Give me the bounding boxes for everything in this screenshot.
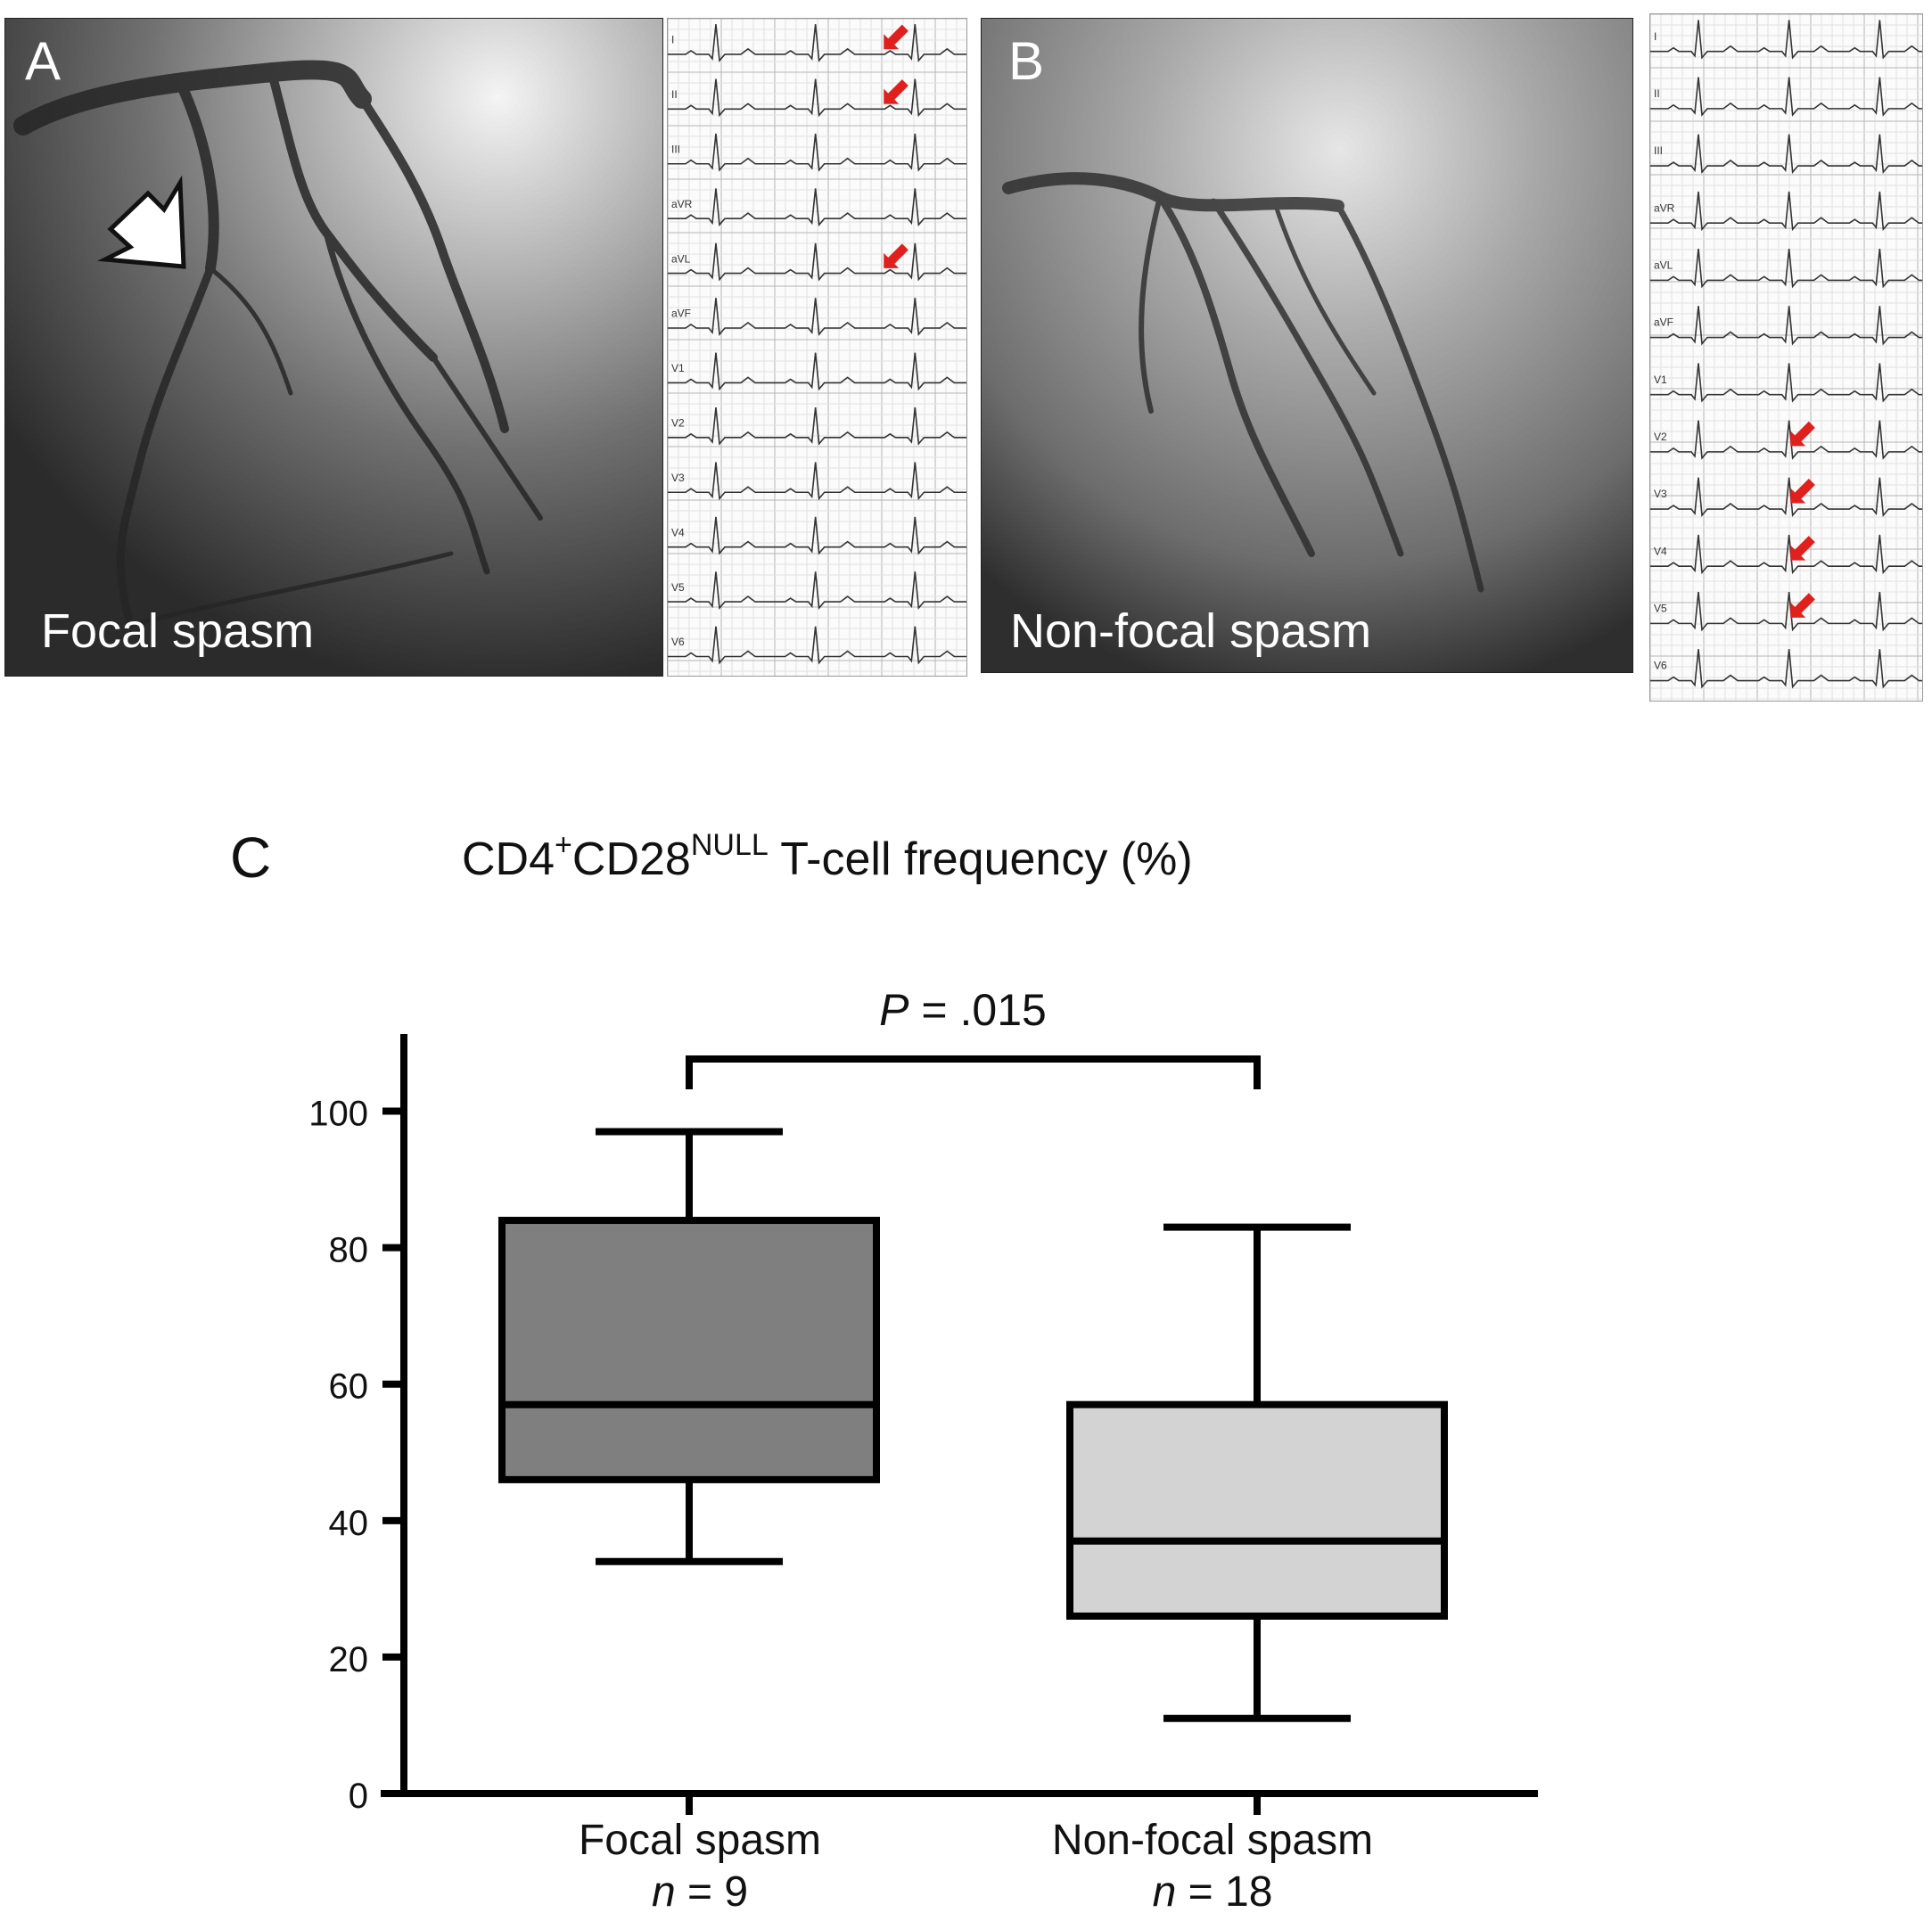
ecg-trace-V1 xyxy=(668,352,966,391)
ecg-lead-label: V3 xyxy=(1654,488,1667,500)
panel-a-caption: Focal spasm xyxy=(41,604,315,658)
y-tick-label: 40 xyxy=(329,1504,369,1543)
ecg-lead-label: I xyxy=(1654,30,1657,43)
x-tick-label: Non-focal spasm xyxy=(1052,1817,1373,1864)
ecg-trace-II xyxy=(668,78,966,118)
ecg-lead-label: aVR xyxy=(1654,201,1675,214)
n-label: n = 9 xyxy=(652,1868,748,1916)
ecg-trace-aVL xyxy=(1650,249,1922,289)
iqr-box xyxy=(498,1217,880,1483)
ecg-lead-label: V6 xyxy=(1654,660,1667,672)
box-nonfocal xyxy=(1066,1223,1448,1722)
ecg-lead-label: aVL xyxy=(671,252,691,265)
ecg-trace-aVR xyxy=(1650,191,1922,232)
ecg-panel-b: I II III aVR aVL aVF V1 V2 V3 V4 V5 V6 xyxy=(1649,13,1923,702)
ecg-lead-label: aVL xyxy=(1654,259,1673,272)
ecg-trace-II xyxy=(1650,77,1922,117)
box-focal xyxy=(498,1128,880,1565)
ecg-lead-label: aVF xyxy=(1654,316,1673,329)
y-tick-label: 20 xyxy=(329,1640,369,1679)
ecg-lead-label: V4 xyxy=(671,526,685,538)
red-arrow-icon xyxy=(1790,593,1815,618)
y-tick-label: 60 xyxy=(329,1367,369,1407)
red-arrow-icon xyxy=(1790,421,1815,447)
significance-bracket xyxy=(686,1055,1261,1089)
chart-title-part: CD4 xyxy=(462,833,555,885)
ecg-trace-III xyxy=(668,133,966,172)
ecg-trace-aVL xyxy=(668,242,966,282)
ecg-trace-V3 xyxy=(1650,477,1922,517)
chart-title: CD4+CD28NULL T-cell frequency (%) xyxy=(462,830,1193,885)
white-arrow-icon xyxy=(97,175,186,269)
angiogram-panel-b: B Non-focal spasm xyxy=(981,18,1633,673)
panel-b-caption: Non-focal spasm xyxy=(1010,604,1372,658)
ecg-lead-label: V5 xyxy=(671,581,685,594)
ecg-trace-V5 xyxy=(668,571,966,611)
ecg-lead-label: V4 xyxy=(1654,545,1667,557)
red-arrow-icon xyxy=(1790,478,1815,504)
ecg-lead-label: aVR xyxy=(671,198,693,210)
ecg-trace-V4 xyxy=(668,516,966,555)
angiogram-panel-a: A Focal spasm xyxy=(4,18,663,677)
ecg-trace-V2 xyxy=(1650,420,1922,460)
iqr-box xyxy=(1066,1400,1448,1620)
chart-title-sup: NULL xyxy=(690,828,769,862)
panel-b-letter: B xyxy=(1008,31,1045,91)
ecg-lead-label: V1 xyxy=(671,362,685,374)
panel-c-letter: C xyxy=(230,825,272,890)
ecg-lead-label: V6 xyxy=(671,636,685,648)
y-tick-label: 80 xyxy=(329,1231,369,1270)
panel-a-letter: A xyxy=(25,31,62,91)
red-arrow-icon xyxy=(884,243,908,268)
ecg-panel-a: I II III aVR aVL aVF V1 V2 V3 V4 V5 V6 xyxy=(667,18,967,677)
ecg-lead-label: aVF xyxy=(671,308,691,320)
angiogram-a-image xyxy=(5,19,662,676)
ecg-trace-aVR xyxy=(668,188,966,227)
ecg-trace-aVF xyxy=(1650,306,1922,346)
ecg-lead-label: II xyxy=(1654,87,1660,100)
ecg-trace-V6 xyxy=(668,626,966,665)
ecg-trace-V1 xyxy=(1650,363,1922,403)
ecg-lead-label: V2 xyxy=(671,417,685,430)
ecg-trace-I xyxy=(668,24,966,62)
red-arrow-icon xyxy=(1790,536,1815,561)
chart-title-part: T-cell frequency (%) xyxy=(768,833,1193,885)
ecg-lead-label: I xyxy=(671,34,674,46)
angiogram-b-image xyxy=(982,19,1632,672)
ecg-lead-label: V3 xyxy=(671,472,685,484)
ecg-grid xyxy=(1650,14,1922,701)
x-tick-label: Focal spasm xyxy=(579,1817,821,1864)
red-arrow-icon xyxy=(884,24,908,50)
p-value-label: P = .015 xyxy=(879,985,1047,1035)
ecg-lead-label: V5 xyxy=(1654,603,1667,615)
ecg-lead-label: V1 xyxy=(1654,374,1667,386)
y-tick-label: 0 xyxy=(349,1777,368,1816)
n-label: n = 18 xyxy=(1153,1868,1273,1916)
ecg-lead-label: III xyxy=(1654,144,1663,157)
y-tick-label: 100 xyxy=(308,1095,368,1134)
ecg-lead-label: II xyxy=(671,88,678,101)
ecg-lead-label: III xyxy=(671,143,680,155)
ecg-trace-V3 xyxy=(668,462,966,501)
ecg-lead-label: V2 xyxy=(1654,431,1667,443)
chart-title-part: CD28 xyxy=(571,833,691,885)
ecg-trace-aVF xyxy=(668,298,966,336)
chart-title-sup: + xyxy=(555,828,572,862)
ecg-trace-I xyxy=(1650,20,1922,60)
red-arrow-icon xyxy=(884,79,908,104)
ecg-trace-V5 xyxy=(1650,592,1922,632)
ecg-trace-V4 xyxy=(1650,534,1922,575)
ecg-trace-V2 xyxy=(668,406,966,446)
ecg-trace-V6 xyxy=(1650,649,1922,689)
ecg-trace-III xyxy=(1650,134,1922,174)
ecg-grid xyxy=(668,19,966,676)
